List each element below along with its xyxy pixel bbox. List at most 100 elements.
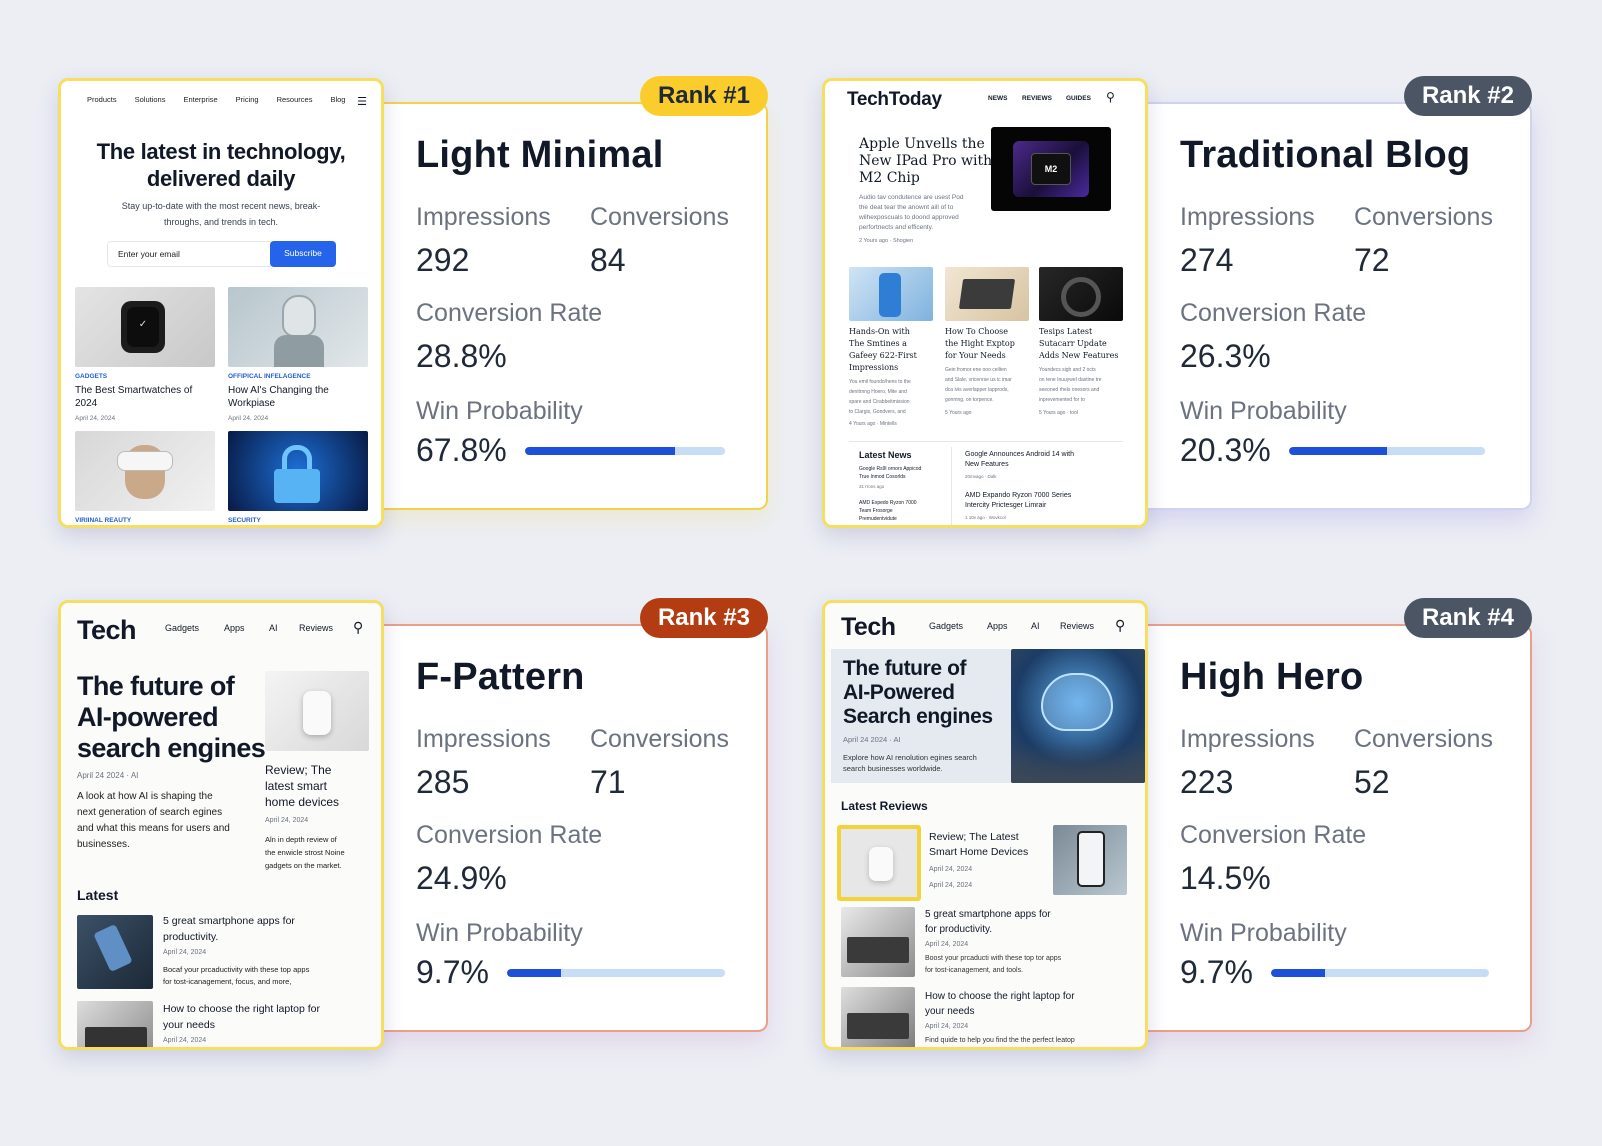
search-icon[interactable]: ⚲ <box>353 619 364 635</box>
preview-screenshot[interactable]: TechToday NEWS REVIEWS GUIDES ⚲ Apple Un… <box>822 78 1148 528</box>
search-icon[interactable]: ⚲ <box>1115 617 1126 633</box>
robot-image[interactable] <box>228 287 368 367</box>
article-title[interactable]: How AI's Changing the <box>228 385 329 396</box>
impressions-label: Impressions <box>416 203 551 231</box>
nav-item[interactable]: Reviews <box>299 623 334 633</box>
side-date: April 24, 2024 <box>265 817 309 824</box>
column-title-line4[interactable]: Impressions <box>849 363 899 372</box>
smart-speaker-image[interactable] <box>837 825 921 901</box>
hero-title-line3[interactable]: Search engines <box>843 705 993 728</box>
conversions-value: 71 <box>590 764 626 800</box>
column-title[interactable]: Tesips Latest <box>1039 327 1093 336</box>
car-dashboard-image[interactable] <box>1039 267 1123 321</box>
latest-item-line2[interactable]: Intercity Prictesger Limrair <box>965 502 1047 509</box>
hero-title[interactable]: The future of <box>843 657 967 680</box>
latest-item-title[interactable]: How to choose the right laptop for <box>163 1003 321 1015</box>
latest-item-title[interactable]: 5 great smartphone apps for <box>163 915 295 927</box>
lead-title-line2[interactable]: New IPad Pro with <box>859 153 993 169</box>
subscribe-button[interactable]: Subscribe <box>270 241 336 267</box>
side-title-line2[interactable]: latest smart <box>265 779 328 793</box>
win-probability-label: Win Probability <box>1180 919 1347 947</box>
latest-item-title[interactable]: How to choose the right laptop for <box>925 991 1075 1002</box>
laptop-image[interactable] <box>945 267 1029 321</box>
column-title-line3[interactable]: for Your Needs <box>945 351 1006 360</box>
conversions-label: Conversions <box>1354 725 1493 753</box>
preview-screenshot[interactable]: Tech Gadgets Apps AI Reviews ⚲ The futur… <box>58 600 384 1050</box>
preview-screenshot[interactable]: Tech Gadgets Apps AI Reviews ⚲ The futur… <box>822 600 1148 1050</box>
latest-item-title-line2[interactable]: your needs <box>925 1006 975 1017</box>
column-title-line2[interactable]: Sutacarr Update <box>1039 339 1107 348</box>
latest-item-title-line2[interactable]: your needs <box>163 1019 215 1031</box>
ipad-image[interactable]: M2 <box>991 127 1111 211</box>
column-title-line3[interactable]: Gafeey 622-First <box>849 351 917 360</box>
nav-item[interactable]: Apps <box>224 623 245 633</box>
smart-speaker-image[interactable] <box>265 671 369 751</box>
nav-item[interactable]: Enterprise <box>183 95 218 104</box>
latest-item-title-line2[interactable]: for productivity. <box>925 924 993 935</box>
nav-item[interactable]: Gadgets <box>929 621 964 631</box>
phone-in-hand-image[interactable] <box>1053 825 1127 895</box>
lead-title-line3[interactable]: M2 Chip <box>859 170 920 186</box>
column-title[interactable]: How To Choose <box>945 327 1009 336</box>
brand-logo[interactable]: Tech <box>77 615 137 645</box>
hero-title-line2[interactable]: AI-Powered <box>843 681 955 704</box>
email-input[interactable]: Enter your email <box>107 241 273 267</box>
nav-item[interactable]: Apps <box>987 621 1008 631</box>
nav-item[interactable]: AI <box>269 623 278 633</box>
nav-item[interactable]: GUIDES <box>1066 95 1091 102</box>
hero-title-line3[interactable]: search engines <box>77 733 266 763</box>
brand-logo[interactable]: TechToday <box>847 89 942 110</box>
nav-item[interactable]: Pricing <box>235 95 259 104</box>
review-title[interactable]: Review; The Latest <box>929 831 1019 843</box>
nav-item[interactable]: NEWS <box>988 95 1008 102</box>
latest-item[interactable]: Google Rs9l ornors Appicod <box>859 466 922 472</box>
search-icon[interactable]: ⚲ <box>1106 90 1115 104</box>
nav-item[interactable]: Products <box>87 95 117 104</box>
column-title[interactable]: Hands-On with <box>849 327 910 336</box>
article-date: April 24, 2024 <box>228 415 269 422</box>
nav-item[interactable]: Resources <box>276 95 313 104</box>
latest-item-line2[interactable]: True Inmod Cosorlds <box>859 474 906 480</box>
column-body-line2: on tene Inuuywel dastine tre <box>1039 377 1102 383</box>
column-title-line2[interactable]: The Smtines a <box>849 339 907 348</box>
hero-title-line2[interactable]: AI-powered <box>77 702 219 732</box>
brand-logo[interactable]: Tech <box>841 613 896 641</box>
nav-item[interactable]: REVIEWS <box>1022 95 1052 102</box>
latest-item-title[interactable]: 5 great smartphone apps for <box>925 909 1051 920</box>
column-title-line2[interactable]: the Hight Exptop <box>945 339 1015 348</box>
ai-brain-image[interactable] <box>1011 649 1145 783</box>
latest-item[interactable]: Google Announces Android 14 with <box>965 451 1074 458</box>
typing-on-laptop-image[interactable] <box>841 907 915 977</box>
vr-headset-image[interactable] <box>75 431 215 511</box>
latest-item-line2[interactable]: Team Frosorge <box>859 508 893 514</box>
laptop-typing-image[interactable] <box>77 1001 153 1047</box>
hamburger-icon[interactable]: ☰ <box>357 96 367 108</box>
security-lock-image[interactable] <box>228 431 368 511</box>
smartphone-hand-image[interactable] <box>77 915 153 989</box>
nav-item[interactable]: Reviews <box>1060 621 1095 631</box>
article-title-line2[interactable]: 2024 <box>75 398 98 409</box>
hero-title[interactable]: The future of <box>77 671 235 701</box>
phone-image[interactable] <box>849 267 933 321</box>
review-title-line2[interactable]: Smart Home Devices <box>929 846 1029 858</box>
lead-title[interactable]: Apple Unvells the <box>859 136 985 152</box>
chip-label: M2 <box>1031 153 1071 185</box>
article-title-line2[interactable]: Workpiase <box>228 398 276 409</box>
latest-item[interactable]: AMD Expando Ryzon 7000 Series <box>965 492 1072 499</box>
nav-item[interactable]: Gadgets <box>165 623 200 633</box>
article-title[interactable]: The Best Smartwatches of <box>75 385 193 396</box>
nav-item[interactable]: Solutions <box>134 95 166 104</box>
laptop-keyboard-image[interactable] <box>841 987 915 1047</box>
side-title-line3[interactable]: home devices <box>265 795 340 809</box>
column-title-line3[interactable]: Adds New Features <box>1039 351 1119 360</box>
side-title[interactable]: Review; The <box>265 763 332 777</box>
smartwatch-image[interactable]: ✓ <box>75 287 215 367</box>
nav-item[interactable]: AI <box>1031 621 1040 631</box>
preview-screenshot[interactable]: Products Solutions Enterprise Pricing Re… <box>58 78 384 528</box>
latest-item-line3[interactable]: Premudentvidute <box>859 516 897 522</box>
win-probability-fill <box>1270 968 1326 977</box>
latest-item-line2[interactable]: New Features <box>965 461 1009 468</box>
latest-item[interactable]: AMD Expedo Ryzon 7000 <box>859 500 917 506</box>
nav-item[interactable]: Blog <box>330 95 346 104</box>
latest-item-title-line2[interactable]: productivity. <box>163 931 219 943</box>
